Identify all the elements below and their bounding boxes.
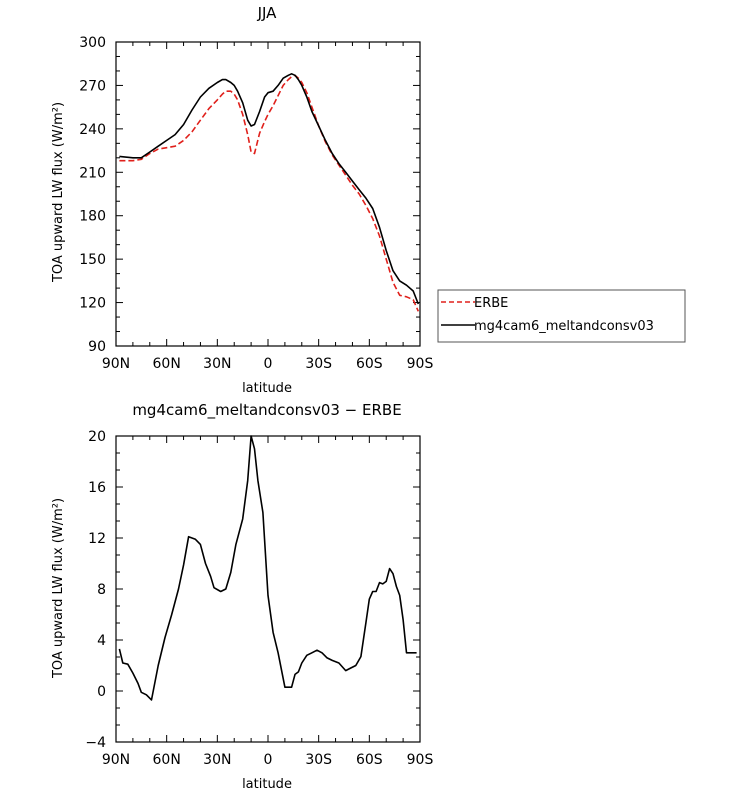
x-tick-label: 90N bbox=[102, 752, 130, 768]
y-axis-label: TOA upward LW flux (W/m²) bbox=[51, 102, 66, 283]
x-tick-label: 30S bbox=[305, 752, 332, 768]
chart-title: mg4cam6_meltandconsv03 − ERBE bbox=[132, 401, 401, 420]
difference-series-line bbox=[118, 435, 417, 701]
difference-panel: mg4cam6_meltandconsv03 − ERBE TOA upward… bbox=[51, 401, 433, 792]
y-tick-label: 150 bbox=[79, 252, 106, 268]
x-tick-label: 30N bbox=[203, 356, 231, 372]
erbe-series-line bbox=[119, 74, 420, 312]
y-tick-label: 210 bbox=[79, 165, 106, 181]
y-axis-label: TOA upward LW flux (W/m²) bbox=[51, 498, 66, 679]
y-tick-label: 4 bbox=[97, 633, 106, 649]
x-tick-label: 90S bbox=[407, 752, 434, 768]
y-tick-label: 12 bbox=[88, 531, 106, 547]
y-tick-label: 300 bbox=[79, 35, 106, 51]
plot-frame bbox=[115, 41, 421, 347]
mg4cam6_meltandconsv03-series-line bbox=[119, 73, 420, 305]
y-tick-label: 180 bbox=[79, 209, 106, 225]
x-axis-label: latitude bbox=[242, 381, 292, 396]
flux-panel: JJA TOA upward LW flux (W/m²) latitude E… bbox=[51, 4, 686, 396]
y-tick-label: 270 bbox=[79, 78, 106, 94]
x-tick-label: 60S bbox=[356, 752, 383, 768]
x-tick-label: 30S bbox=[305, 356, 332, 372]
x-tick-label: 0 bbox=[264, 356, 273, 372]
y-tick-label: 20 bbox=[88, 429, 106, 445]
chart-title: JJA bbox=[257, 4, 278, 22]
y-tick-label: 120 bbox=[79, 296, 106, 312]
x-tick-label: 0 bbox=[264, 752, 273, 768]
x-axis-label: latitude bbox=[242, 777, 292, 792]
x-tick-label: 90S bbox=[407, 356, 434, 372]
x-tick-label: 30N bbox=[203, 752, 231, 768]
x-tick-label: 60S bbox=[356, 356, 383, 372]
legend-box bbox=[437, 289, 686, 343]
legend-label-model: mg4cam6_meltandconsv03 bbox=[474, 319, 654, 334]
x-tick-label: 60N bbox=[153, 752, 181, 768]
legend-label-erbe: ERBE bbox=[474, 296, 508, 311]
x-tick-label: 60N bbox=[153, 356, 181, 372]
y-tick-label: 240 bbox=[79, 122, 106, 138]
y-tick-label: 0 bbox=[97, 684, 106, 700]
y-tick-label: 90 bbox=[88, 339, 106, 355]
y-tick-label: 8 bbox=[97, 582, 106, 598]
legend: ERBE mg4cam6_meltandconsv03 bbox=[437, 289, 686, 343]
y-tick-label: −4 bbox=[85, 735, 106, 751]
y-tick-label: 16 bbox=[88, 480, 106, 496]
x-tick-label: 90N bbox=[102, 356, 130, 372]
